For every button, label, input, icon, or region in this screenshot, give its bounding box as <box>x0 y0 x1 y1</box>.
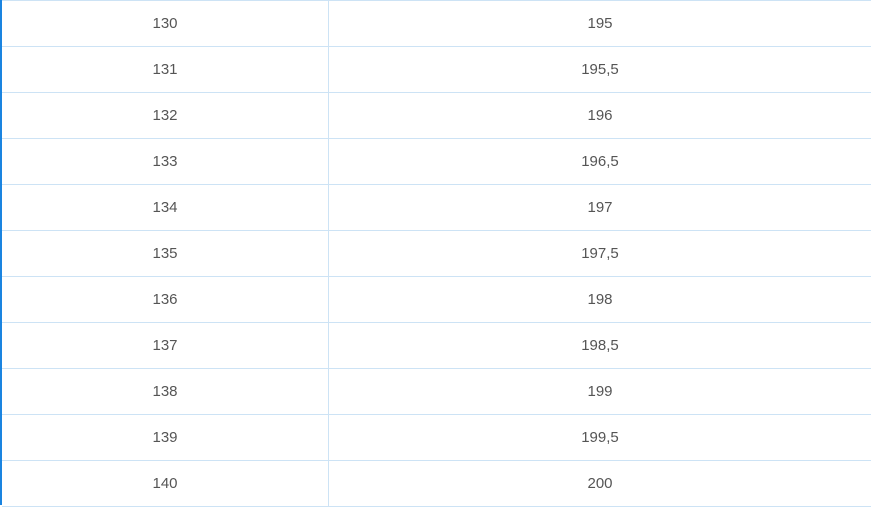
cell-col1: 137 <box>2 323 329 369</box>
cell-col1: 134 <box>2 185 329 231</box>
cell-col1: 135 <box>2 231 329 277</box>
cell-col1: 139 <box>2 415 329 461</box>
cell-col2: 196 <box>329 93 871 139</box>
cell-col2: 200 <box>329 461 871 507</box>
cell-col1: 130 <box>2 1 329 47</box>
cell-col2: 199 <box>329 369 871 415</box>
cell-col1: 131 <box>2 47 329 93</box>
cell-col1: 140 <box>2 461 329 507</box>
cell-col2: 197,5 <box>329 231 871 277</box>
cell-col2: 198 <box>329 277 871 323</box>
cell-col2: 198,5 <box>329 323 871 369</box>
cell-col1: 136 <box>2 277 329 323</box>
cell-col2: 195 <box>329 1 871 47</box>
cell-col1: 133 <box>2 139 329 185</box>
cell-col2: 197 <box>329 185 871 231</box>
cell-col1: 138 <box>2 369 329 415</box>
cell-col1: 132 <box>2 93 329 139</box>
cell-col2: 199,5 <box>329 415 871 461</box>
cell-col2: 196,5 <box>329 139 871 185</box>
cell-col2: 195,5 <box>329 47 871 93</box>
